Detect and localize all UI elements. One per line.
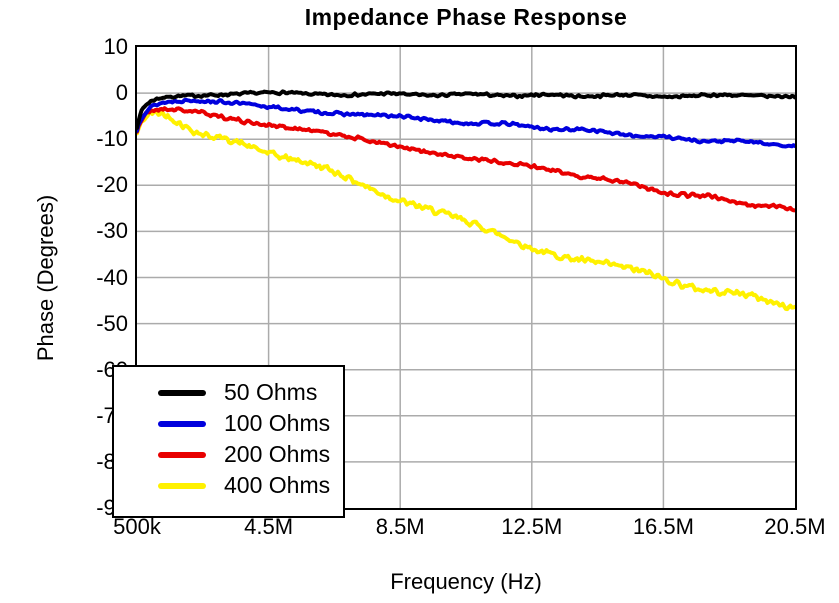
y-tick-label: -40 — [96, 264, 128, 290]
series-line-200-ohms — [137, 106, 795, 213]
y-tick-label: -10 — [96, 126, 128, 152]
legend-label: 400 Ohms — [224, 472, 331, 498]
chart-title: Impedance Phase Response — [304, 4, 628, 30]
x-tick-label: 16.5M — [632, 514, 694, 539]
x-axis-label: Frequency (Hz) — [390, 569, 542, 594]
y-tick-label: 10 — [103, 34, 128, 59]
y-tick-label: 0 — [115, 80, 128, 106]
x-tick-label: 20.5M — [764, 514, 826, 539]
x-tick-label: 12.5M — [501, 514, 563, 539]
x-tick-label: 4.5M — [244, 514, 294, 539]
legend-item: 100 Ohms — [114, 408, 343, 439]
legend-swatch-icon — [158, 420, 206, 427]
legend: 50 Ohms 100 Ohms 200 Ohms 400 Ohms — [112, 365, 345, 518]
legend-label: 50 Ohms — [224, 379, 318, 405]
legend-item: 200 Ohms — [114, 439, 343, 470]
x-tick-label: 8.5M — [375, 514, 425, 539]
legend-item: 50 Ohms — [114, 377, 343, 408]
legend-swatch-icon — [158, 451, 206, 458]
series-line-50-ohms — [137, 89, 795, 130]
legend-item: 400 Ohms — [114, 470, 343, 501]
legend-swatch-icon — [158, 389, 206, 396]
x-tick-label: 500k — [113, 514, 161, 539]
y-tick-label: -30 — [96, 218, 128, 244]
y-tick-label: -50 — [96, 310, 128, 336]
series-line-100-ohms — [137, 97, 795, 149]
y-tick-label: -20 — [96, 172, 128, 198]
legend-label: 100 Ohms — [224, 410, 331, 436]
series-line-400-ohms — [137, 108, 795, 312]
legend-swatch-icon — [158, 482, 206, 489]
legend-label: 200 Ohms — [224, 441, 331, 467]
y-axis-label: Phase (Degrees) — [33, 194, 58, 362]
